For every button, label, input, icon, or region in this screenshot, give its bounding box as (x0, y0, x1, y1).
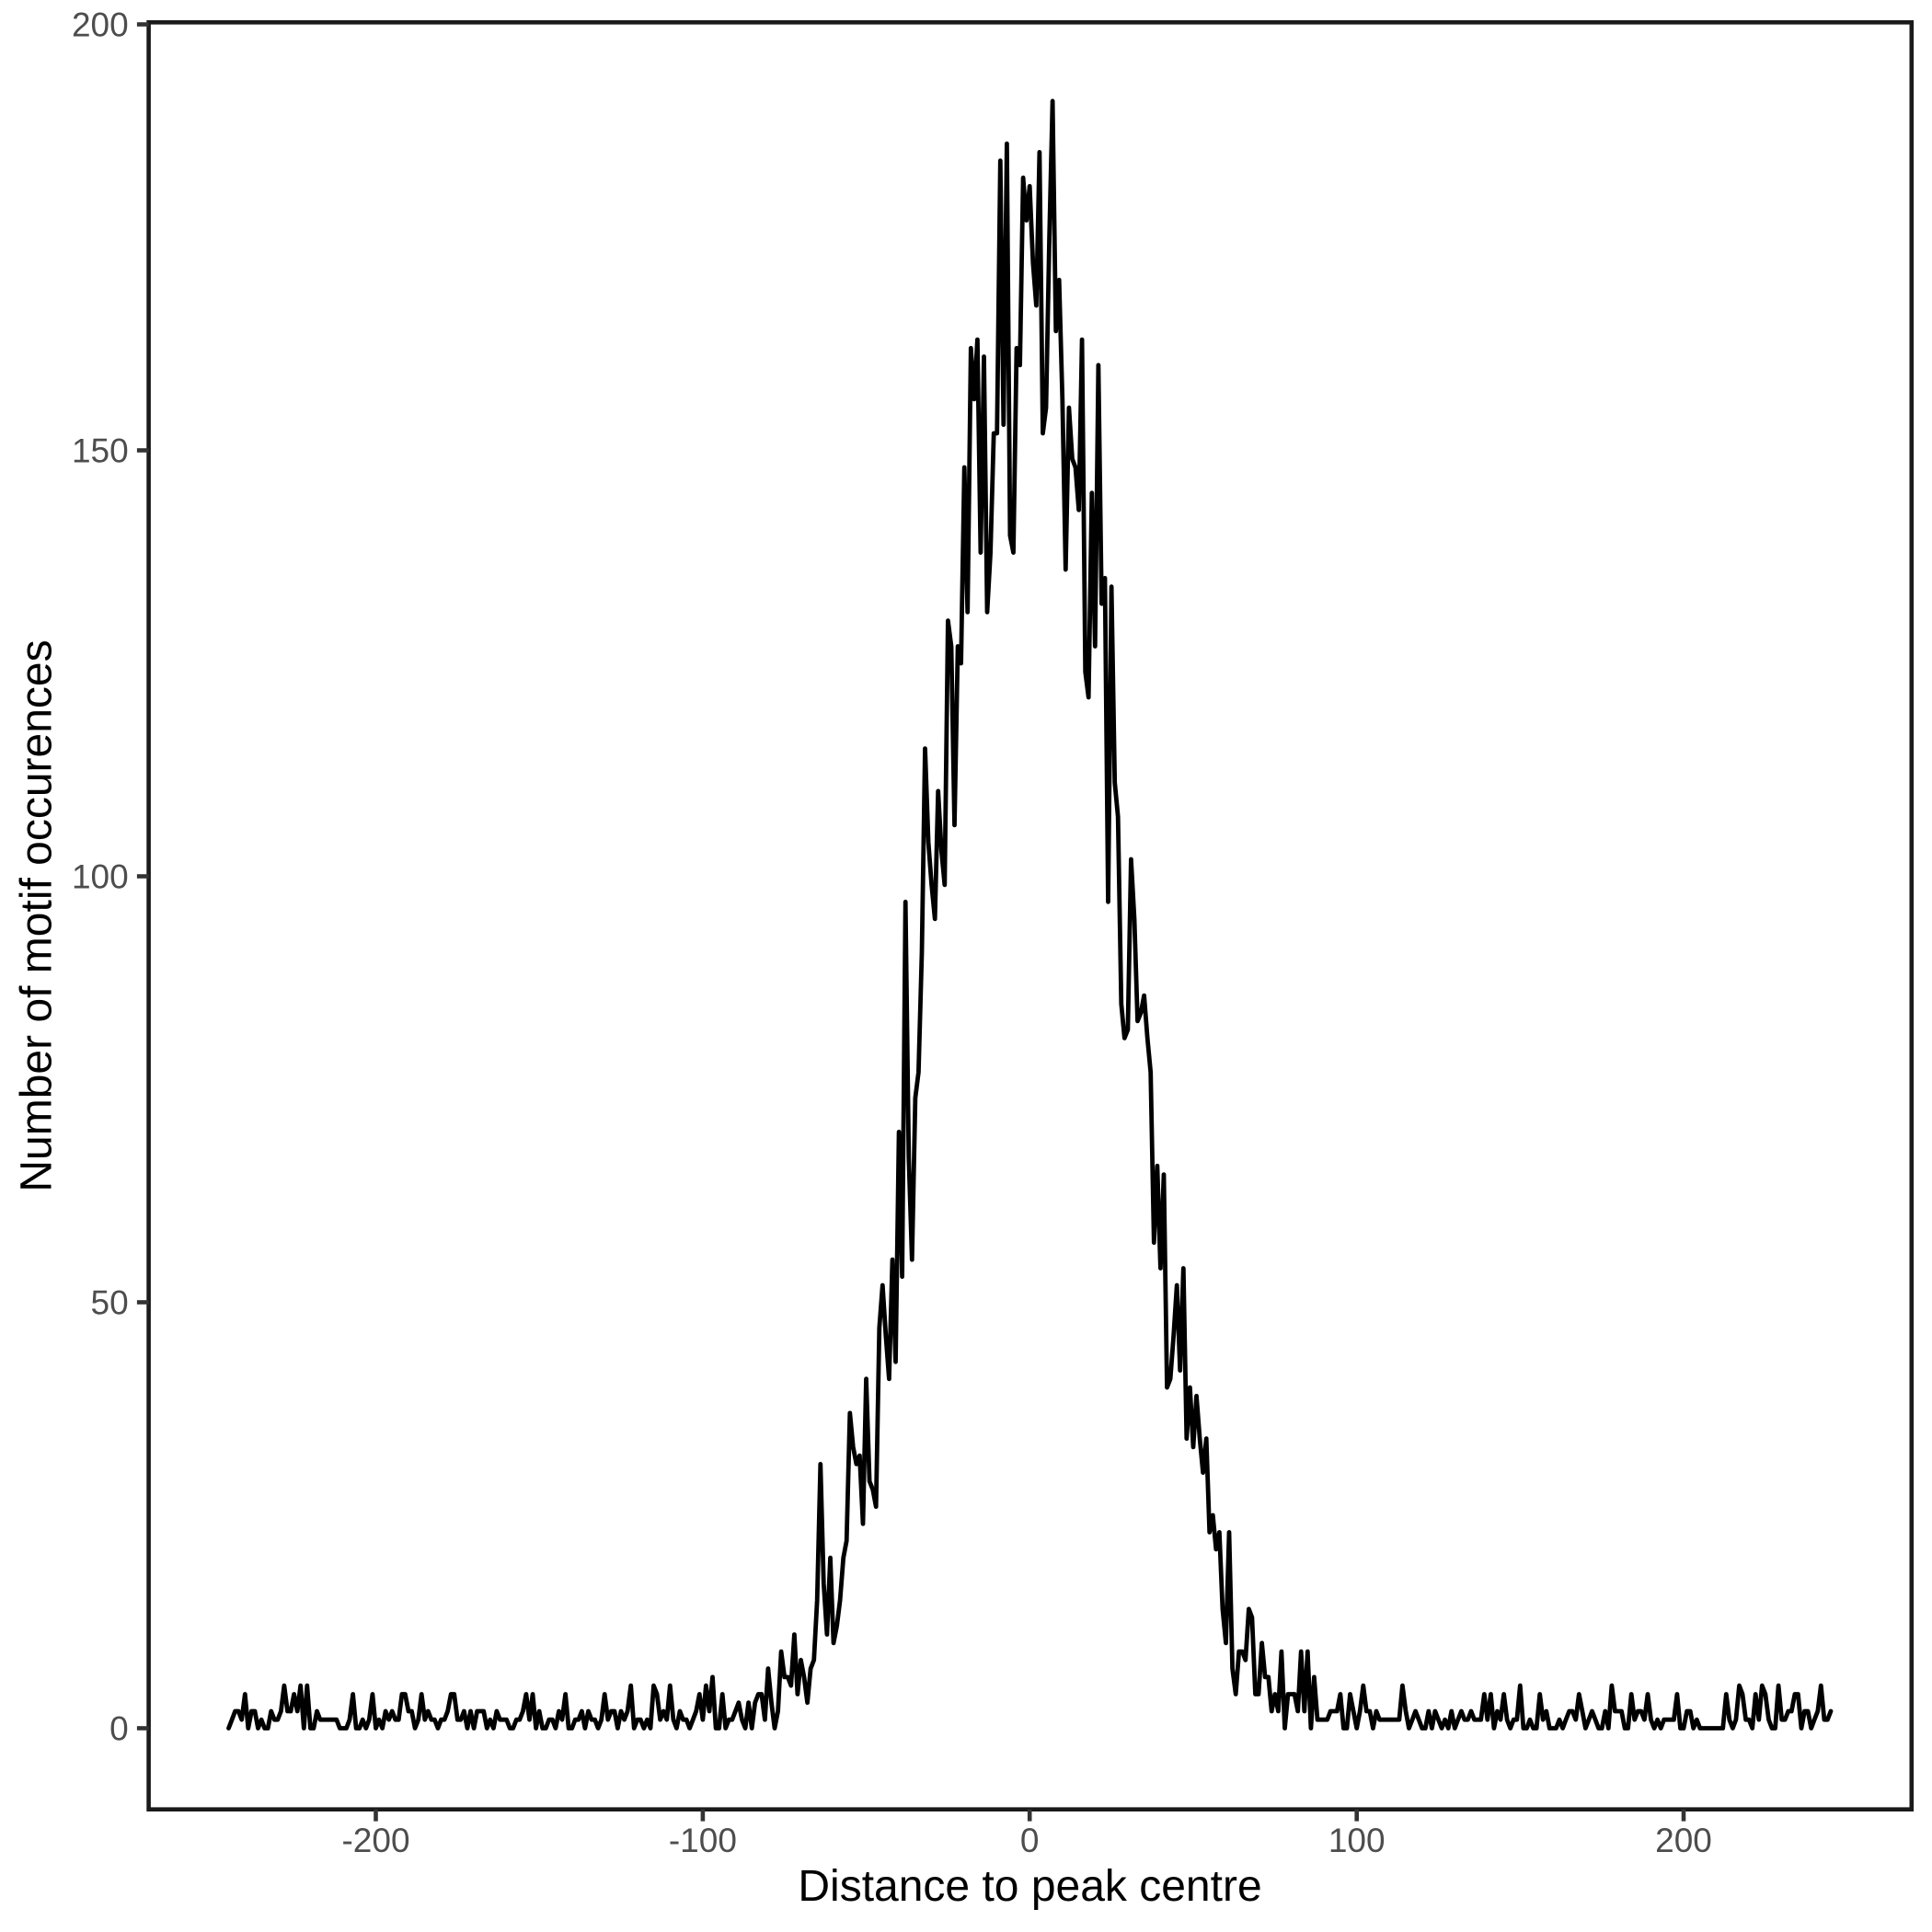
svg-text:50: 50 (91, 1283, 129, 1321)
svg-text:-100: -100 (669, 1822, 737, 1859)
svg-text:Distance to peak centre: Distance to peak centre (798, 1862, 1261, 1911)
svg-text:150: 150 (72, 431, 129, 469)
svg-text:100: 100 (72, 857, 129, 895)
svg-text:200: 200 (72, 6, 129, 43)
svg-text:0: 0 (109, 1709, 129, 1747)
svg-text:100: 100 (1328, 1822, 1386, 1859)
svg-text:Number of motif occurences: Number of motif occurences (13, 639, 62, 1191)
svg-text:200: 200 (1655, 1822, 1712, 1859)
svg-text:-200: -200 (341, 1822, 409, 1859)
svg-text:0: 0 (1020, 1822, 1040, 1859)
